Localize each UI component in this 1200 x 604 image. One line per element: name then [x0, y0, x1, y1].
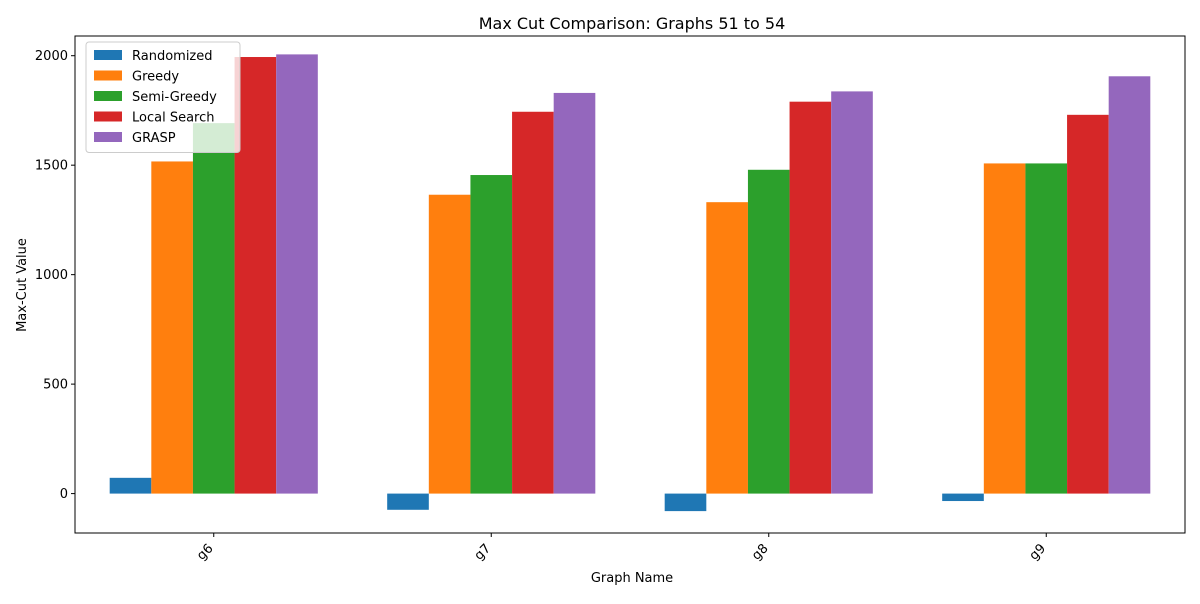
bar-greedy-g9 [983, 163, 1026, 494]
legend-swatch [94, 111, 122, 122]
legend-label: GRASP [132, 131, 176, 146]
bar-local-search-g8 [789, 101, 832, 494]
legend-swatch [94, 50, 122, 60]
x-axis: g6 g7 g8 g9 [194, 533, 1049, 564]
bars-layer [109, 54, 1151, 512]
legend-swatch [94, 132, 122, 142]
y-tick-label: 1500 [35, 159, 68, 174]
bar-local-search-g9 [1067, 114, 1109, 494]
bar-randomized-g9 [942, 493, 984, 502]
legend-swatch [94, 91, 122, 101]
bar-greedy-g6 [151, 161, 193, 494]
bar-local-search-g7 [512, 111, 554, 494]
bar-greedy-g7 [428, 194, 471, 494]
bar-semi-greedy-g9 [1025, 163, 1068, 494]
x-tick-label: g9 [1027, 541, 1049, 563]
x-tick-label: g8 [749, 541, 771, 563]
x-axis-label: Graph Name [591, 571, 673, 586]
legend-swatch [94, 70, 122, 81]
legend-label: Local Search [132, 111, 215, 126]
bar-semi-greedy-g8 [747, 169, 790, 494]
legend-label: Semi-Greedy [132, 90, 217, 105]
plot-frame [74, 35, 1186, 534]
bar-randomized-g7 [387, 493, 429, 510]
chart-title: Max Cut Comparison: Graphs 51 to 54 [479, 14, 786, 33]
legend-label: Randomized [132, 49, 213, 64]
y-tick-label: 0 [60, 487, 68, 502]
x-tick-label: g6 [194, 541, 216, 563]
bar-grasp-g7 [553, 92, 596, 494]
y-axis-label: Max-Cut Value [15, 238, 30, 332]
bar-grasp-g6 [276, 54, 318, 494]
bar-grasp-g9 [1108, 76, 1151, 494]
bar-randomized-g6 [109, 477, 152, 494]
bar-greedy-g8 [706, 202, 748, 494]
bar-semi-greedy-g6 [192, 123, 235, 494]
bar-randomized-g8 [664, 493, 707, 512]
x-tick-label: g7 [472, 541, 494, 563]
y-axis: 0 500 1000 1500 2000 [35, 49, 75, 502]
legend: Randomized Greedy Semi-Greedy Local Search G… [85, 41, 241, 153]
bar-grasp-g8 [831, 91, 873, 494]
legend-box [85, 41, 241, 153]
bar-semi-greedy-g7 [470, 175, 513, 494]
y-tick-label: 500 [43, 378, 68, 393]
y-tick-label: 2000 [35, 49, 68, 64]
y-tick-label: 1000 [35, 268, 68, 283]
bar-local-search-g6 [234, 57, 277, 494]
legend-label: Greedy [132, 70, 179, 85]
